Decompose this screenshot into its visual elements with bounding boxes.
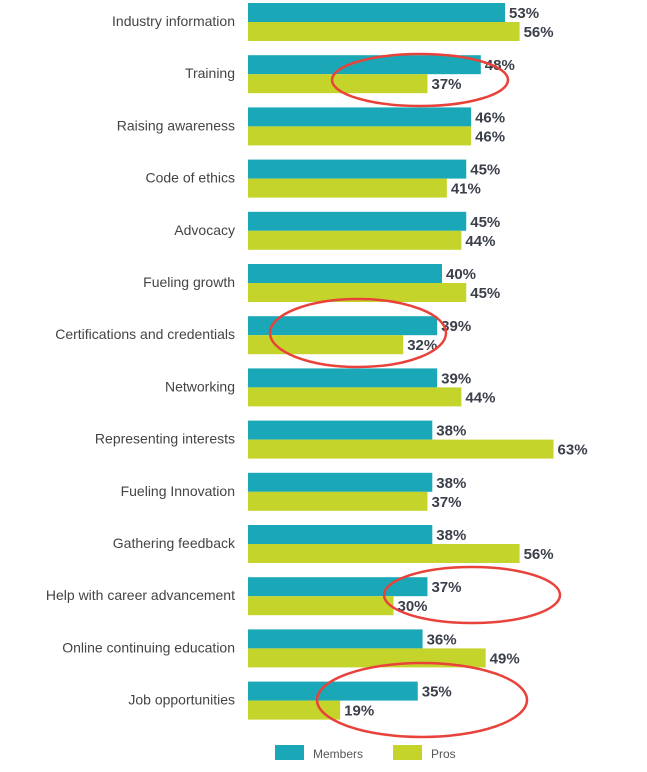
pros-bar (248, 491, 428, 511)
category-label: Job opportunities (128, 692, 235, 708)
pros-value-label: 46% (475, 128, 505, 145)
category-label: Code of ethics (146, 170, 236, 186)
highlight-ellipse (315, 661, 529, 739)
pros-bar (248, 22, 520, 41)
members-bar (248, 420, 433, 440)
pros-bar (248, 596, 394, 616)
category-label: Certifications and credentials (55, 326, 235, 342)
pros-value-label: 56% (524, 24, 554, 41)
members-value-label: 35% (422, 684, 452, 701)
category-label: Online continuing education (62, 639, 235, 655)
members-value-label: 53% (509, 5, 539, 22)
category-label: Raising awareness (117, 117, 235, 133)
members-bar (248, 577, 428, 597)
members-value-label: 48% (485, 57, 515, 74)
pros-legend-swatch (393, 745, 422, 760)
pros-value-label: 30% (398, 598, 428, 615)
pros-bar (248, 439, 554, 459)
members-bar (248, 3, 506, 22)
members-value-label: 37% (431, 579, 461, 596)
members-value-label: 39% (441, 318, 471, 335)
highlight-ellipse (382, 565, 562, 625)
members-legend-label: Members (313, 747, 363, 761)
category-label: Industry information (112, 13, 235, 29)
category-label: Help with career advancement (46, 587, 235, 603)
pros-value-label: 41% (451, 181, 481, 198)
members-value-label: 38% (436, 423, 466, 440)
pros-value-label: 32% (407, 337, 437, 354)
members-value-label: 39% (441, 370, 471, 387)
category-label: Representing interests (95, 431, 235, 447)
members-bar (248, 525, 433, 544)
members-value-label: 36% (427, 631, 457, 648)
members-bar (248, 211, 467, 231)
category-label: Training (185, 65, 235, 81)
category-label: Fueling Innovation (121, 483, 235, 499)
members-value-label: 38% (436, 527, 466, 544)
pros-bar (248, 387, 462, 407)
members-bar (248, 316, 438, 336)
members-bar (248, 472, 433, 492)
pros-bar (248, 126, 472, 146)
members-bar (248, 107, 472, 127)
members-bar (248, 264, 442, 283)
pros-value-label: 45% (470, 285, 500, 302)
highlight-ellipse (330, 52, 510, 108)
category-label: Advocacy (174, 222, 235, 238)
pros-value-label: 49% (490, 650, 520, 667)
pros-value-label: 56% (524, 546, 554, 563)
members-bar (248, 159, 467, 179)
pros-value-label: 63% (558, 442, 588, 459)
pros-bar (248, 283, 467, 302)
pros-bar (248, 544, 520, 563)
members-value-label: 45% (470, 214, 500, 231)
pros-value-label: 19% (344, 703, 374, 720)
members-bar (248, 681, 418, 701)
members-value-label: 40% (446, 266, 476, 283)
members-bar (248, 368, 438, 388)
pros-value-label: 37% (431, 76, 461, 93)
members-value-label: 46% (475, 109, 505, 126)
category-label: Fueling growth (143, 274, 235, 290)
pros-bar (248, 178, 447, 198)
members-bar (248, 629, 423, 649)
pros-value-label: 37% (431, 494, 461, 511)
members-value-label: 38% (436, 475, 466, 492)
pros-bar (248, 335, 404, 355)
pros-value-label: 44% (465, 389, 495, 406)
pros-legend-label: Pros (431, 747, 456, 761)
pros-bar (248, 74, 428, 94)
pros-value-label: 44% (465, 233, 495, 250)
category-label: Networking (165, 378, 235, 394)
members-legend-swatch (275, 745, 304, 760)
highlight-ellipse (268, 297, 448, 369)
category-label: Gathering feedback (113, 535, 236, 551)
members-bar (248, 55, 481, 75)
members-value-label: 45% (470, 162, 500, 179)
pros-bar (248, 230, 462, 250)
